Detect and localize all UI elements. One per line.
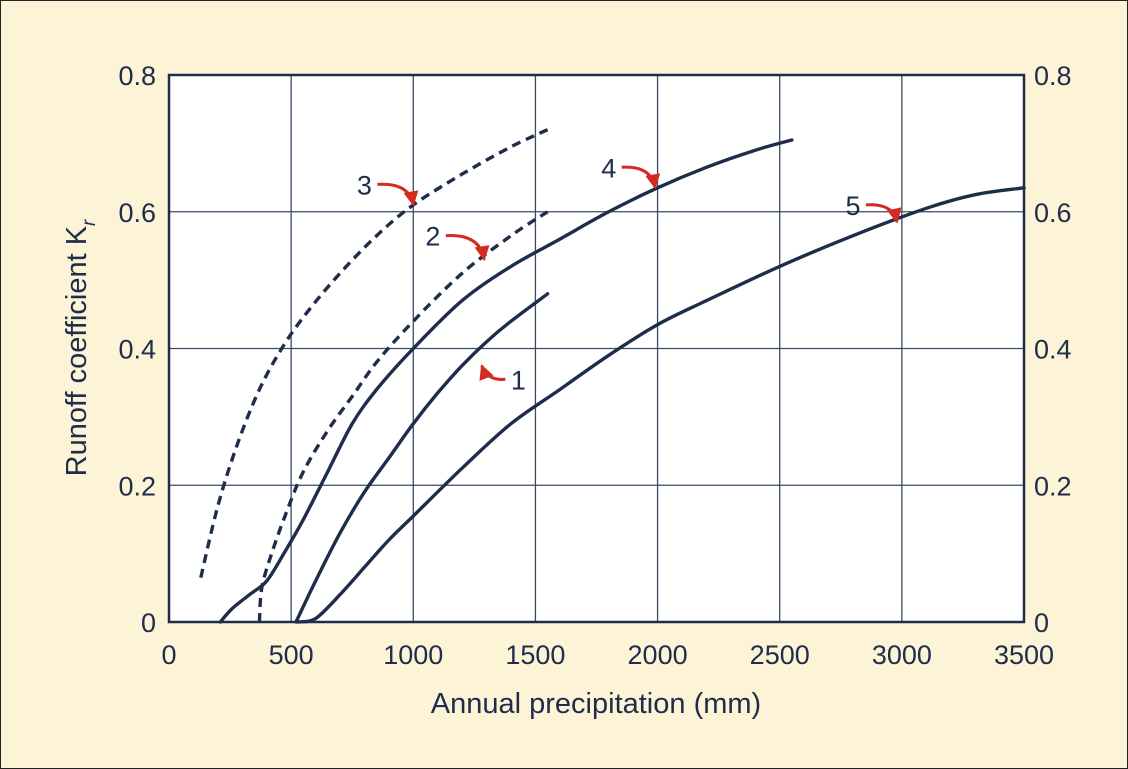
plot-frame xyxy=(167,73,1026,624)
curve-2-line xyxy=(257,210,549,623)
curve-1-line xyxy=(294,292,550,624)
curve-5-label: 5 xyxy=(845,191,860,221)
x-tick-label: 2000 xyxy=(628,640,688,670)
x-tick-label: 2500 xyxy=(750,640,810,670)
x-tick-labels: 0 500 1000 1500 2000 2500 3000 3500 xyxy=(161,640,1054,670)
x-tick-label: 500 xyxy=(269,640,314,670)
curve-2-label: 2 xyxy=(425,222,440,252)
y-axis-label-main: Runoff coefficient K xyxy=(61,225,93,476)
curve-annotations: 1 2 3 4 5 xyxy=(357,153,902,395)
x-axis-label: Annual precipitation (mm) xyxy=(431,688,761,720)
curve-4-label: 4 xyxy=(601,153,616,183)
curve-5-arrow xyxy=(865,203,902,224)
y-tick-label-left: 0.6 xyxy=(118,198,156,228)
y-tick-label-left: 0.2 xyxy=(118,471,156,501)
curve-3-arrow xyxy=(377,182,419,207)
curve-4-line xyxy=(218,138,794,624)
y-tick-label-right: 0.2 xyxy=(1034,471,1072,501)
curve-2-arrow xyxy=(445,234,490,262)
x-tick-label: 1000 xyxy=(383,640,443,670)
y-axis-label-subscript: r xyxy=(79,219,100,226)
curve-5-line xyxy=(296,186,1026,624)
y-tick-label-left: 0.4 xyxy=(118,335,156,365)
x-tick-label: 3000 xyxy=(872,640,932,670)
y-tick-labels-left: 0 0.2 0.4 0.6 0.8 xyxy=(118,61,156,638)
y-tick-label-right: 0.4 xyxy=(1034,335,1072,365)
curve-4-arrow xyxy=(621,165,661,190)
curve-3-label: 3 xyxy=(357,170,372,200)
curve-1-label: 1 xyxy=(511,365,526,395)
y-axis-label: Runoff coefficient Kr xyxy=(61,219,100,476)
x-tick-label: 1500 xyxy=(505,640,565,670)
y-tick-label-right: 0.6 xyxy=(1034,198,1072,228)
x-tick-label: 3500 xyxy=(994,640,1054,670)
series-group xyxy=(199,128,1026,624)
y-tick-label-right: 0 xyxy=(1034,608,1049,638)
y-tick-labels-right: 0 0.2 0.4 0.6 0.8 xyxy=(1034,61,1072,638)
curve-3-line xyxy=(199,128,549,578)
x-tick-label: 0 xyxy=(161,640,176,670)
curve-1-arrow xyxy=(479,364,506,381)
y-tick-label-left: 0 xyxy=(141,608,156,638)
y-tick-label-right: 0.8 xyxy=(1034,61,1072,91)
y-tick-label-left: 0.8 xyxy=(118,61,156,91)
